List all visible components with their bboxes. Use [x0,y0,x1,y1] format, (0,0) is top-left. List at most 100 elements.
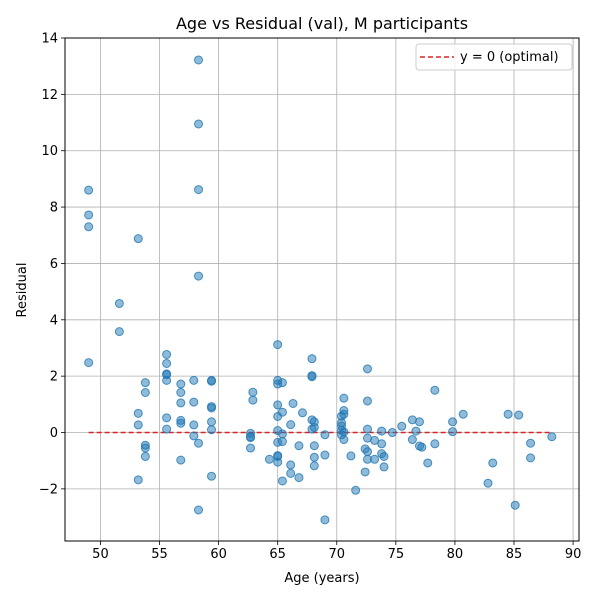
data-point [84,185,94,195]
data-point [417,442,427,452]
legend-label: y = 0 (optimal) [460,50,559,65]
data-point [140,443,150,453]
data-point [370,435,380,445]
x-tick-label: 90 [565,547,582,562]
data-point [140,451,150,461]
data-point [339,409,349,419]
legend: y = 0 (optimal) [415,43,573,71]
data-point [286,460,296,470]
data-point [248,387,258,397]
data-point [248,395,258,405]
data-point [339,393,349,403]
data-point [458,409,468,419]
data-point [309,422,319,432]
y-tick-label: 10 [41,144,58,159]
y-axis-label: Residual [15,263,30,318]
data-point [430,439,440,449]
data-point [294,473,304,483]
data-point [339,427,349,437]
data-point [547,432,557,442]
data-point [488,458,498,468]
data-point [339,435,349,445]
data-point [377,439,387,449]
data-point [162,375,172,385]
x-axis-ticks: 50 55 60 65 70 75 80 85 90 [92,541,581,562]
data-point [176,398,186,408]
data-point [286,468,296,478]
data-point [503,409,513,419]
data-point [397,421,407,431]
x-tick-label: 60 [210,547,227,562]
data-point [448,427,458,437]
data-point [194,185,204,195]
y-tick-label: 14 [41,32,58,47]
data-point [320,515,330,525]
data-point [483,478,493,488]
data-point [277,437,287,447]
data-point [320,430,330,440]
data-point [309,441,319,451]
y-tick-label: 0 [50,426,58,441]
data-point [407,435,417,445]
data-point [277,407,287,417]
data-points [84,55,557,525]
data-point [207,425,217,435]
data-point [194,505,204,515]
data-point [362,364,372,374]
x-axis-label: Age (years) [284,571,359,586]
data-point [294,441,304,451]
y-tick-label: 4 [50,313,58,328]
data-point [346,451,356,461]
y-tick-label: 12 [41,88,58,103]
data-point [189,431,199,441]
data-point [162,349,172,359]
data-point [176,387,186,397]
data-point [114,327,124,337]
x-tick-label: 75 [388,547,405,562]
data-point [162,413,172,423]
data-point [189,375,199,385]
data-point [526,438,536,448]
data-point [176,418,186,428]
data-point [176,455,186,465]
data-point [423,458,433,468]
data-point [360,467,370,477]
data-point [387,428,397,438]
data-point [510,500,520,510]
data-point [264,454,274,464]
data-point [246,443,256,453]
data-point [320,450,330,460]
data-point [307,372,317,382]
data-point [194,55,204,65]
data-point [379,451,389,461]
data-point [362,424,372,434]
data-point [133,408,143,418]
data-point [377,426,387,436]
data-point [207,417,217,427]
data-point [140,378,150,388]
axes-frame [64,37,580,542]
data-point [351,485,361,495]
data-point [448,417,458,427]
data-point [288,398,298,408]
data-point [162,424,172,434]
grid [65,37,579,541]
data-point [194,119,204,129]
data-point [370,454,380,464]
data-point [114,298,124,308]
data-point [84,222,94,232]
data-point [379,462,389,472]
data-point [273,400,283,410]
data-point [526,453,536,463]
data-point [194,438,204,448]
data-point [246,433,256,443]
x-tick-label: 50 [92,547,109,562]
data-point [189,397,199,407]
data-point [133,475,143,485]
data-point [414,417,424,427]
y-tick-label: 6 [50,257,58,272]
x-tick-label: 85 [506,547,523,562]
data-point [362,396,372,406]
